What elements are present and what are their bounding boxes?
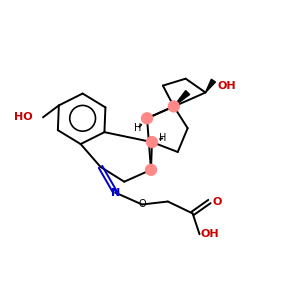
Text: H: H — [134, 123, 142, 133]
Polygon shape — [206, 79, 215, 92]
Text: OH: OH — [218, 81, 237, 91]
Text: N: N — [111, 188, 120, 198]
Text: H: H — [159, 133, 167, 143]
Circle shape — [146, 164, 156, 175]
Text: O: O — [213, 196, 222, 206]
Text: O: O — [138, 200, 146, 209]
Polygon shape — [174, 91, 190, 106]
Text: HO: HO — [14, 112, 32, 122]
Text: OH: OH — [200, 229, 219, 239]
Circle shape — [142, 113, 152, 124]
Circle shape — [146, 136, 158, 148]
Circle shape — [168, 101, 179, 112]
